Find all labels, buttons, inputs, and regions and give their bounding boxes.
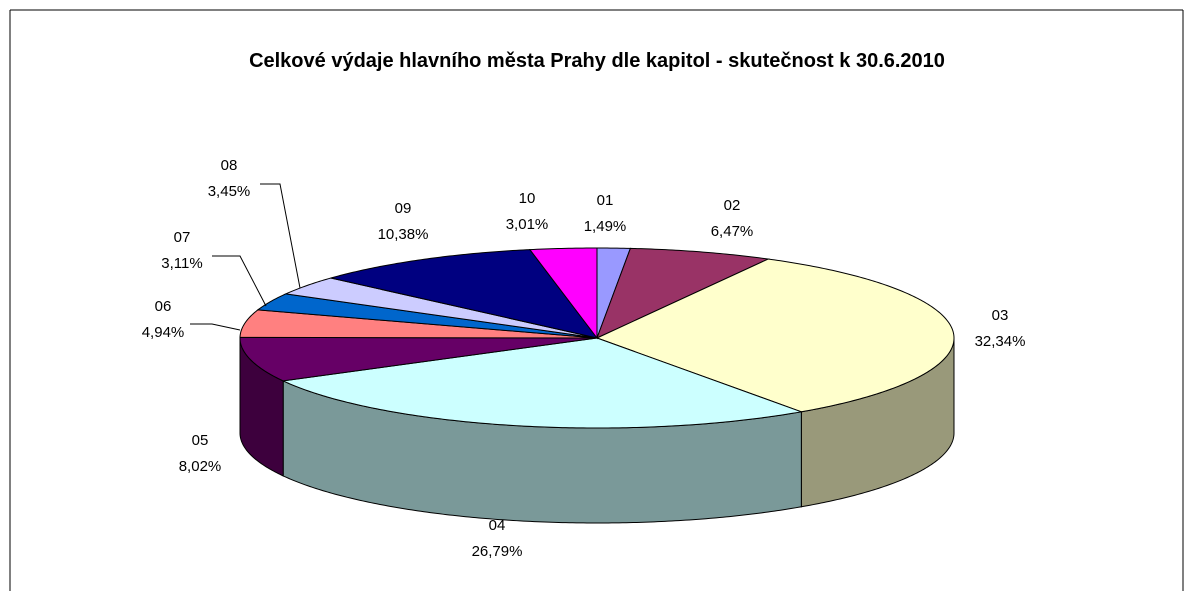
- pie-slice: [239, 336, 598, 382]
- pie-slice: [330, 249, 599, 339]
- value-label: 8,02%: [179, 458, 222, 475]
- pie-slice: [528, 247, 598, 340]
- category-label: 04: [489, 517, 506, 534]
- category-label: 05: [192, 432, 209, 449]
- value-label: 1,49%: [584, 218, 627, 235]
- value-label: 32,34%: [975, 333, 1026, 350]
- chart-title: Celkové výdaje hlavního města Prahy dle …: [249, 50, 945, 72]
- category-label: 06: [155, 298, 172, 315]
- pie-slice: [281, 337, 804, 429]
- pie-slice: [284, 277, 598, 339]
- pie-slice: [596, 247, 770, 339]
- leader-line: [212, 255, 267, 307]
- pie-slice: [256, 293, 598, 339]
- category-label: 07: [174, 229, 191, 246]
- pie-slice: [595, 258, 955, 413]
- category-label: 08: [221, 157, 238, 174]
- labels: 01 1,49% 02 6,47% 03 32,34% 04 26,79% 05 8,02% 06 4…: [142, 157, 1026, 560]
- value-label: 26,79%: [472, 543, 523, 560]
- category-label: 01: [597, 192, 614, 209]
- value-label: 3,11%: [161, 255, 202, 272]
- category-label: 02: [724, 197, 741, 214]
- value-label: 4,94%: [142, 324, 185, 341]
- leader-line: [190, 323, 241, 331]
- category-label: 03: [992, 307, 1009, 324]
- category-label: 10: [519, 190, 536, 207]
- value-label: 10,38%: [378, 226, 429, 243]
- pie-tops: [239, 247, 955, 429]
- leader-line: [260, 183, 301, 289]
- value-label: 3,45%: [208, 183, 251, 200]
- category-label: 09: [395, 200, 412, 217]
- value-label: 6,47%: [711, 223, 754, 240]
- value-label: 3,01%: [506, 216, 549, 233]
- pie-sides: [239, 337, 955, 524]
